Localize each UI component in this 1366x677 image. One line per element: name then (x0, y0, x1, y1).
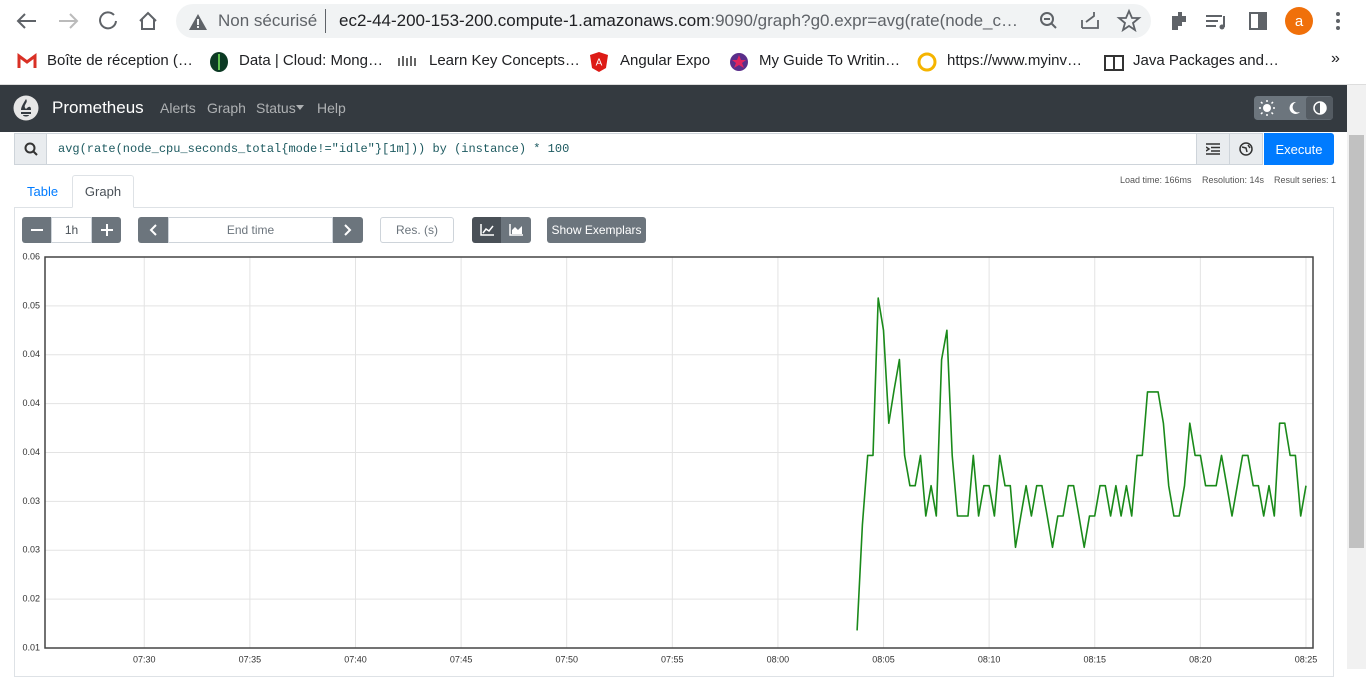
search-icon (24, 142, 38, 156)
url: ec2-44-200-153-200.compute-1.amazonaws.c… (339, 11, 1018, 31)
profile-avatar[interactable]: a (1285, 7, 1313, 35)
bookmark[interactable]: Data | Cloud: Mong… (239, 52, 383, 69)
scrollbar-thumb[interactable] (1349, 135, 1364, 548)
x-tick-label: 07:55 (661, 654, 684, 664)
url-host: ec2-44-200-153-200.compute-1.amazonaws.c… (339, 11, 711, 30)
brand[interactable]: Prometheus (52, 98, 144, 117)
search-addon (14, 133, 47, 165)
x-tick-label: 07:50 (555, 654, 578, 664)
svg-text:A: A (596, 58, 603, 69)
end-time-forward[interactable] (333, 217, 363, 243)
series-line (856, 297, 1307, 631)
nav-link[interactable]: Status (256, 100, 296, 116)
address-actions (1040, 8, 1142, 33)
expression-input[interactable] (14, 133, 1197, 165)
prometheus-logo (13, 95, 39, 121)
x-tick-label: 07:30 (133, 654, 156, 664)
home-button[interactable] (139, 11, 157, 30)
x-tick-label: 08:00 (767, 654, 790, 664)
address-bar[interactable] (176, 4, 1151, 38)
navbar (0, 85, 1347, 132)
resolution: Resolution: 14s (1202, 175, 1265, 185)
separator (325, 9, 326, 33)
browser-actions (1172, 12, 1340, 30)
chart-type-line[interactable] (472, 217, 501, 243)
range-increase[interactable] (92, 217, 121, 243)
end-time-input[interactable]: End time (168, 217, 333, 243)
x-tick-label: 08:10 (978, 654, 1001, 664)
execute-button[interactable]: Execute (1264, 133, 1334, 165)
x-tick-label: 07:45 (450, 654, 473, 664)
url-path: :9090/graph?g0.expr=avg(rate(node_c… (710, 11, 1019, 30)
forward-button[interactable] (59, 13, 79, 29)
format-button[interactable] (1196, 133, 1230, 165)
tab-active[interactable]: Graph (72, 175, 134, 208)
range-decrease[interactable] (22, 217, 51, 243)
x-tick-label: 08:25 (1295, 654, 1318, 664)
nav-icons (16, 11, 157, 30)
result-series: Result series: 1 (1274, 175, 1337, 185)
back-button[interactable] (16, 13, 36, 29)
bookmark[interactable]: Learn Key Concepts… (429, 52, 580, 69)
x-tick-label: 08:15 (1083, 654, 1106, 664)
bookmark[interactable]: https://www.myinv… (947, 52, 1083, 69)
tab[interactable]: Table (27, 184, 59, 199)
y-tick-label: 0.03 (22, 545, 40, 555)
y-tick-label: 0.04 (22, 398, 40, 408)
nav-link[interactable]: Graph (207, 100, 246, 116)
nav-link[interactable]: Alerts (160, 100, 196, 116)
chart: 07:30 07:35 07:40 07:45 07:50 07:55 08:00 08:05… (22, 251, 1318, 664)
security-label: Non sécurisé (218, 11, 318, 30)
range-input[interactable]: 1h (51, 217, 92, 243)
y-tick-label: 0.04 (22, 447, 40, 457)
x-tick-label: 08:05 (872, 654, 895, 664)
resolution-input[interactable]: Res. (s) (380, 217, 454, 243)
bookmark-icons: A (17, 52, 1124, 72)
show-exemplars-button[interactable]: Show Exemplars (547, 217, 646, 243)
metrics-explorer-button[interactable] (1229, 133, 1263, 165)
x-tick-label: 07:35 (239, 654, 262, 664)
x-tick-label: 07:40 (344, 654, 367, 664)
theme-toggle[interactable] (1254, 96, 1334, 120)
y-tick-label: 0.05 (22, 300, 40, 310)
load-time: Load time: 166ms (1120, 175, 1192, 185)
x-tick-label: 08:20 (1189, 654, 1212, 664)
y-tick-label: 0.03 (22, 496, 40, 506)
dropdown-caret (296, 105, 304, 110)
reload-button[interactable] (99, 11, 117, 30)
bookmark[interactable]: Angular Expo (620, 52, 711, 69)
bookmark[interactable]: My Guide To Writin… (759, 52, 901, 69)
warning-icon (189, 14, 207, 30)
plot-border (44, 256, 1314, 649)
end-time-back[interactable] (138, 217, 168, 243)
expression-text: avg(rate(node_cpu_seconds_total{mode!="i… (58, 142, 570, 156)
y-tick-label: 0.01 (22, 642, 40, 652)
nav-link[interactable]: Help (317, 100, 346, 116)
y-tick-label: 0.02 (22, 594, 40, 604)
bookmark[interactable]: Boîte de réception (… (47, 52, 193, 69)
bookmarks-more[interactable]: » (1331, 50, 1340, 67)
y-tick-label: 0.06 (22, 251, 40, 261)
y-tick-label: 0.04 (22, 349, 40, 359)
bookmark[interactable]: Java Packages and… (1133, 52, 1279, 69)
chart-type-stacked[interactable] (501, 217, 531, 243)
